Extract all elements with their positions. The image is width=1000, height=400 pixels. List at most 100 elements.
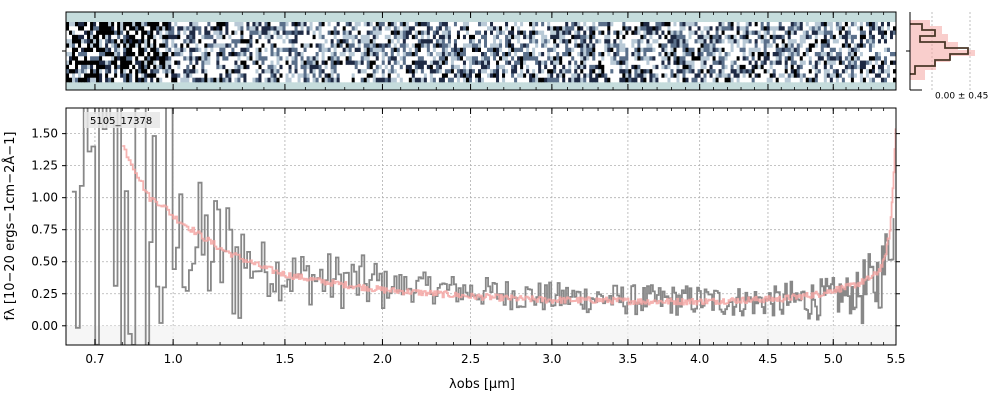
spectrum-2d-pixels (66, 22, 896, 83)
spectrum-2d-pixel (793, 64, 798, 70)
y-tick-label: 0.75 (31, 223, 58, 237)
spectrum-2d-pixel (306, 73, 310, 79)
spectrum-2d-pixel (156, 52, 160, 57)
spectrum-2d-pixel (553, 43, 557, 49)
spectrum-2d-pixel (802, 26, 807, 31)
spectrum-2d-pixel (261, 56, 265, 61)
spectrum-2d-pixel (667, 26, 671, 31)
spectrum-2d-pixel (255, 73, 259, 79)
spectrum-2d-pixel (465, 73, 470, 79)
spectrum-2d-pixel (366, 39, 371, 44)
spectrum-2d-pixel (246, 39, 250, 44)
spectrum-2d-pixel (96, 64, 100, 70)
spectrum-2d-pixel (718, 47, 722, 53)
spectrum-2d-pixel (742, 77, 747, 83)
spectrum-2d-pixel (484, 39, 488, 44)
spectrum-2d-pixel (288, 39, 292, 44)
spectrum-2d-pixel (198, 34, 202, 40)
spectrum-2d-pixel (126, 64, 130, 70)
spectrum-2d-pixel (856, 34, 861, 40)
spectrum-2d-pixel (793, 30, 798, 36)
spectrum-2d-pixel (790, 26, 795, 31)
spectrum-2d-pixel (342, 47, 347, 53)
spectrum-2d-pixel (450, 26, 455, 31)
spectrum-2d-pixel (309, 69, 313, 74)
spectrum-2d-pixel (646, 52, 650, 57)
spectrum-2d-pixel (748, 22, 753, 27)
spectrum-2d-pixel (589, 52, 593, 57)
spectrum-2d-pixel (628, 73, 632, 79)
spectrum-2d-pixel (402, 73, 407, 79)
spectrum-2d-pixel (81, 43, 85, 49)
spectrum-2d-pixel (730, 60, 735, 66)
spectrum-2d-pixel (838, 43, 843, 49)
spectrum-2d-pixel (889, 73, 894, 79)
spectrum-2d-pixel (613, 77, 617, 83)
spectrum-2d-pixel (496, 77, 500, 83)
spectrum-2d-pixel (751, 22, 756, 27)
spectrum-2d-pixel (484, 60, 488, 66)
spectrum-2d-pixel (691, 47, 695, 53)
spectrum-2d-pixel (255, 56, 259, 61)
spectrum-2d-pixel (138, 69, 142, 74)
spectrum-2d-pixel (550, 73, 554, 79)
spectrum-2d-pixel (553, 56, 557, 61)
spectrum-2d-pixel (267, 52, 271, 57)
spectrum-2d-pixel (471, 26, 476, 31)
spectrum-2d-pixel (889, 64, 894, 70)
spectrum-2d-pixel (769, 77, 774, 83)
spectrum-2d-pixel (417, 26, 422, 31)
spectrum-2d-pixel (574, 26, 578, 31)
spectrum-2d-pixel (556, 56, 560, 61)
spectrum-2d-pixel (838, 22, 843, 27)
spectrum-2d-pixel (775, 30, 780, 36)
spectrum-2d-pixel (462, 47, 467, 53)
spectrum-2d-pixel (78, 73, 82, 79)
spectrum-2d-pixel (790, 69, 795, 74)
spectrum-2d-pixel (619, 77, 623, 83)
spectrum-2d-pixel (583, 56, 587, 61)
spectrum-2d-pixel (547, 73, 551, 79)
spectrum-2d-pixel (511, 60, 515, 66)
spectrum-2d-pixel (703, 60, 707, 66)
spectrum-2d-pixel (354, 30, 359, 36)
spectrum-2d-pixel (465, 69, 470, 74)
spectrum-2d-pixel (682, 39, 686, 44)
spectrum-2d-pixel (874, 34, 879, 40)
spectrum-2d-pixel (171, 73, 175, 79)
spectrum-2d-pixel (859, 34, 864, 40)
spectrum-2d-pixel (736, 69, 741, 74)
spectrum-2d-pixel (760, 26, 765, 31)
spectrum-2d-pixel (517, 47, 521, 53)
spectrum-2d-pixel (580, 56, 584, 61)
spectrum-2d-pixel (429, 39, 434, 44)
spectrum-2d-pixel (838, 73, 843, 79)
spectrum-2d-pixel (231, 26, 235, 31)
spectrum-2d-pixel (673, 52, 677, 57)
spectrum-2d-pixel (622, 43, 626, 49)
spectrum-2d-pixel (721, 69, 725, 74)
spectrum-2d-pixel (538, 39, 542, 44)
spectrum-2d-pixel (414, 39, 419, 44)
spectrum-2d-pixel (450, 22, 455, 27)
spectrum-2d-pixel (841, 22, 846, 27)
spectrum-2d-pixel (84, 34, 88, 40)
spectrum-2d-pixel (520, 64, 524, 70)
spectrum-2d-pixel (87, 22, 91, 27)
spectrum-2d-pixel (84, 77, 88, 83)
spectrum-2d-pixel (459, 69, 464, 74)
spectrum-2d-pixel (754, 60, 759, 66)
spectrum-2d-pixel (541, 34, 545, 40)
profile-model-fill (910, 20, 975, 80)
spectrum-2d-pixel (228, 52, 232, 57)
spectrum-2d-pixel (447, 52, 452, 57)
spectrum-2d-pixel (438, 43, 443, 49)
spectrum-2d-pixel (213, 52, 217, 57)
spectrum-2d-pixel (402, 47, 407, 53)
spectrum-2d-pixel (547, 47, 551, 53)
spectrum-2d-pixel (267, 69, 271, 74)
spectrum-2d-pixel (414, 47, 419, 53)
spectrum-2d-pixel (868, 60, 873, 66)
spectrum-2d-pixel (697, 26, 701, 31)
spectrum-2d-pixel (288, 26, 292, 31)
